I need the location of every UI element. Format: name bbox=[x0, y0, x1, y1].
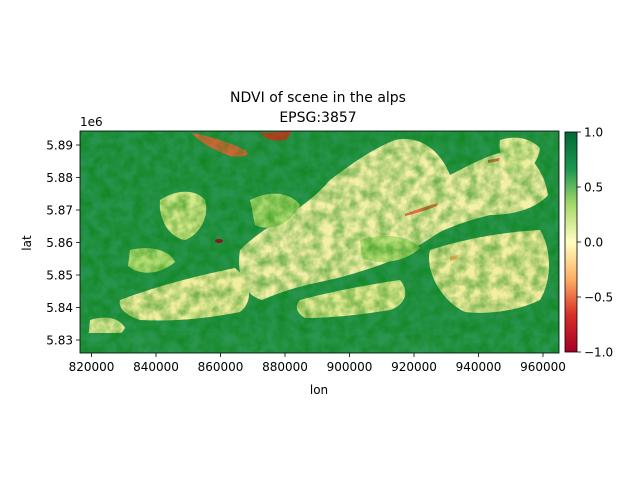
x-tick: 900000 bbox=[327, 353, 373, 374]
x-tick-label: 900000 bbox=[327, 360, 373, 374]
y-tick-label: 5.83 bbox=[46, 334, 73, 348]
x-axis-label: lon bbox=[310, 383, 328, 397]
x-tick-label: 960000 bbox=[520, 360, 566, 374]
y-tick: 5.88 bbox=[46, 171, 80, 185]
x-tick: 960000 bbox=[520, 353, 566, 374]
x-tick-label: 940000 bbox=[456, 360, 502, 374]
y-tick: 5.84 bbox=[46, 301, 80, 315]
y-tick-label: 5.89 bbox=[46, 139, 73, 153]
y-offset-text: 1e6 bbox=[80, 115, 103, 129]
y-axis: 5.83 5.84 5.85 5.86 5.87 5.88 5.89 bbox=[46, 139, 80, 348]
x-tick-label: 920000 bbox=[391, 360, 437, 374]
colorbar-tick: 0.5 bbox=[577, 181, 603, 195]
x-tick-label: 820000 bbox=[69, 360, 115, 374]
y-tick-label: 5.85 bbox=[46, 269, 73, 283]
y-tick: 5.85 bbox=[46, 269, 80, 283]
colorbar-tick: 0.0 bbox=[577, 236, 603, 250]
colorbar-tick: −1.0 bbox=[577, 346, 613, 360]
x-tick: 840000 bbox=[133, 353, 179, 374]
y-tick-label: 5.84 bbox=[46, 301, 73, 315]
colorbar-tick: 1.0 bbox=[577, 126, 603, 140]
chart-title-line1: NDVI of scene in the alps bbox=[230, 90, 406, 106]
y-tick-label: 5.88 bbox=[46, 171, 73, 185]
y-tick: 5.86 bbox=[46, 236, 80, 250]
colorbar-tick-label: 0.0 bbox=[584, 236, 603, 250]
colorbar-gradient bbox=[564, 131, 578, 353]
y-tick: 5.87 bbox=[46, 204, 80, 218]
colorbar-tick-label: 0.5 bbox=[584, 181, 603, 195]
x-tick: 940000 bbox=[456, 353, 502, 374]
x-tick: 920000 bbox=[391, 353, 437, 374]
chart-title-line2: EPSG:3857 bbox=[279, 110, 356, 126]
x-tick: 860000 bbox=[198, 353, 244, 374]
x-axis: 820000 840000 860000 880000 900000 92000… bbox=[69, 353, 566, 374]
plot-frame bbox=[79, 130, 560, 354]
colorbar-tick: −0.5 bbox=[577, 291, 613, 305]
x-tick-label: 840000 bbox=[133, 360, 179, 374]
x-tick: 820000 bbox=[69, 353, 115, 374]
x-tick: 880000 bbox=[262, 353, 308, 374]
colorbar-tick-label: −0.5 bbox=[584, 291, 613, 305]
x-tick-label: 860000 bbox=[198, 360, 244, 374]
y-axis-label: lat bbox=[20, 235, 34, 251]
colorbar: −1.0 −0.5 0.0 0.5 1.0 bbox=[564, 126, 613, 360]
ndvi-raster bbox=[80, 131, 559, 353]
colorbar-tick-label: −1.0 bbox=[584, 346, 613, 360]
y-tick: 5.83 bbox=[46, 334, 80, 348]
y-tick: 5.89 bbox=[46, 139, 80, 153]
y-tick-label: 5.87 bbox=[46, 204, 73, 218]
x-tick-label: 880000 bbox=[262, 360, 308, 374]
y-tick-label: 5.86 bbox=[46, 236, 73, 250]
colorbar-tick-label: 1.0 bbox=[584, 126, 603, 140]
